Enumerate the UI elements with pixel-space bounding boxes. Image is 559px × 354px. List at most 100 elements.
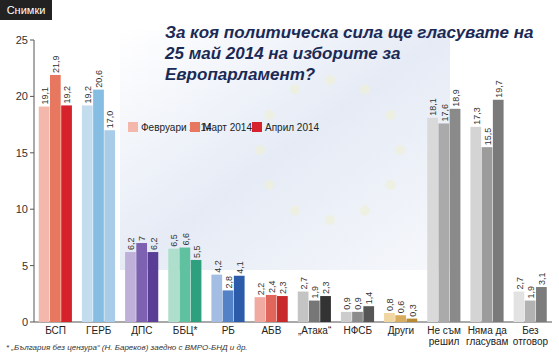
y-tick-label: 20 (16, 90, 28, 102)
footnote: * „България без цензура“ (Н. Бареков) за… (6, 343, 248, 352)
data-label: 2,7 (515, 277, 525, 290)
x-tick-label: „Атака“ (298, 325, 331, 336)
flag-star (360, 206, 370, 216)
flag-star (290, 206, 300, 216)
y-axis (34, 40, 35, 322)
legend-label: Март 2014 (203, 122, 252, 133)
bar (320, 296, 331, 322)
data-label: 0,9 (342, 297, 352, 310)
data-label: 2,4 (267, 280, 277, 293)
x-tick-label: ГЕРБ (86, 325, 112, 336)
bar (525, 301, 536, 322)
legend-label: Април 2014 (265, 122, 320, 133)
data-label: 0,6 (396, 301, 406, 314)
chart: СнимкиЗа коя политическа сила ще гласува… (0, 0, 559, 354)
bar (179, 248, 190, 322)
flag-star (255, 145, 265, 155)
data-label: 0,8 (385, 298, 395, 311)
legend-swatch (252, 122, 262, 132)
data-label: 2,3 (278, 282, 288, 295)
data-label: 1,4 (364, 292, 374, 305)
bar (266, 295, 277, 322)
bar (482, 147, 493, 322)
x-tick-label: Други (388, 325, 414, 336)
flag-star (325, 75, 335, 85)
data-label: 18,1 (428, 98, 438, 116)
bar (211, 275, 222, 322)
bar (341, 312, 352, 322)
data-label: 17,0 (105, 111, 115, 129)
bar (407, 319, 418, 322)
bar (61, 105, 72, 322)
y-tick (30, 96, 34, 97)
bar (234, 276, 245, 322)
data-label: 0,3 (408, 304, 418, 317)
data-label: 19,2 (62, 86, 72, 104)
flag-star (360, 84, 370, 94)
bars (39, 75, 547, 322)
x-tick-label: ББЦ* (173, 325, 198, 336)
bar (136, 243, 147, 322)
bar (125, 252, 136, 322)
flag-star (264, 180, 274, 190)
flag-star (386, 180, 396, 190)
data-label: 1,9 (310, 286, 320, 299)
data-label: 5,5 (192, 245, 202, 258)
data-label: 4,2 (213, 260, 223, 273)
x-tick-label: НФСБ (343, 325, 372, 336)
x-tick-label: ДПС (131, 325, 152, 336)
flag-star (290, 84, 300, 94)
x-tick-label: Няма дагласувам (466, 325, 509, 347)
bar (168, 249, 179, 322)
bar (536, 287, 547, 322)
data-label: 19,1 (40, 87, 50, 105)
bar (450, 109, 461, 322)
bar (309, 301, 320, 322)
bar (39, 107, 50, 322)
flag-panel (120, 30, 450, 270)
data-label: 3,1 (537, 273, 547, 286)
data-label: 17,6 (440, 104, 450, 122)
bar (298, 292, 309, 322)
bar (352, 312, 363, 322)
y-tick (30, 322, 34, 323)
bar (363, 306, 374, 322)
bar (191, 260, 202, 322)
bar (93, 90, 104, 322)
bar (82, 105, 93, 322)
data-label: 2,3 (321, 282, 331, 295)
x-tick-label: БСП (45, 325, 66, 336)
y-tick (30, 265, 34, 266)
y-tick-label: 15 (16, 147, 28, 159)
y-tick-label: 10 (16, 203, 28, 215)
data-label: 6,2 (126, 238, 136, 251)
data-labels: 19,119,26,26,54,22,22,70,90,818,117,32,7… (40, 55, 547, 316)
flag-star (264, 110, 274, 120)
legend-swatch (190, 122, 200, 132)
data-label: 1,9 (526, 286, 536, 299)
data-label: 2,2 (256, 283, 266, 296)
y-tick (30, 40, 34, 41)
bar (470, 127, 481, 322)
bar (493, 100, 504, 322)
data-label: 4,1 (235, 261, 245, 274)
y-tick-label: 0 (22, 316, 28, 328)
x-tick-label: АБВ (261, 325, 281, 336)
flag-star (395, 145, 405, 155)
y-tick-label: 5 (22, 260, 28, 272)
x-tick-label: Безотговор (513, 325, 549, 347)
legend-swatch (128, 122, 138, 132)
data-label: 20,6 (94, 70, 104, 88)
badge-bg (0, 0, 52, 20)
data-label: 2,8 (224, 276, 234, 289)
bar (427, 118, 438, 322)
x-tick-label: Не съмрешил (427, 325, 461, 347)
bar (50, 75, 61, 322)
flag-star (386, 110, 396, 120)
bar (255, 297, 266, 322)
title: За коя политическа сила ще гласувате на2… (164, 23, 533, 84)
data-label: 7 (137, 236, 147, 241)
data-label: 18,9 (451, 89, 461, 107)
bar (384, 313, 395, 322)
flag-star (325, 215, 335, 225)
